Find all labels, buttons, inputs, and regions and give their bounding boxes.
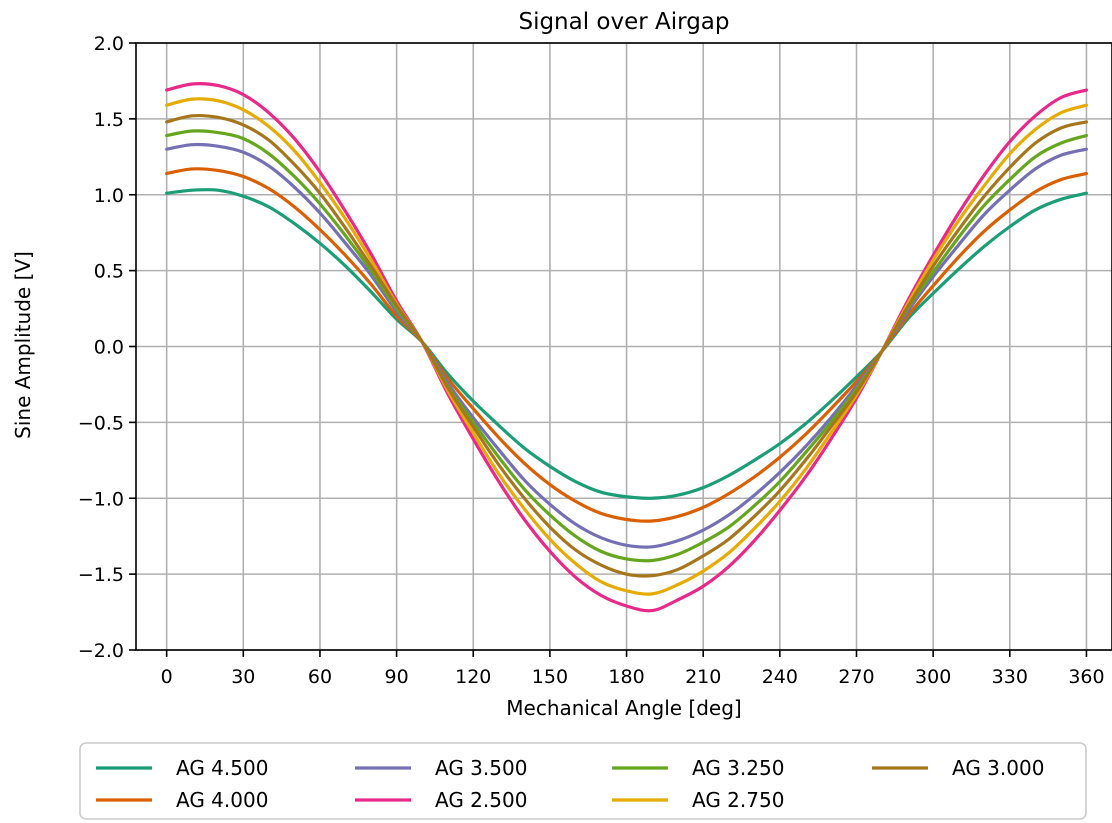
legend-item: AG 3.250: [612, 756, 784, 780]
x-tick-label: 150: [532, 666, 568, 688]
x-axis-ticks: 0 30 60 90 120 150 180 210 240 270 300 330 360: [161, 650, 1105, 688]
legend-frame: [79, 742, 1087, 820]
series-line-ag-4-000: [165, 167, 1089, 523]
legend-item: AG 2.750: [612, 788, 784, 812]
x-tick-label: 60: [308, 666, 332, 688]
legend-label: AG 4.500: [176, 756, 268, 780]
y-tick-label: 2.0: [94, 33, 124, 55]
legend-label: AG 3.500: [435, 756, 527, 780]
y-tick-label: −2.0: [78, 640, 124, 662]
y-tick-label: 1.0: [94, 185, 124, 207]
legend-item: AG 3.500: [355, 756, 527, 780]
x-tick-label: 0: [161, 666, 173, 688]
x-tick-label: 240: [762, 666, 798, 688]
series-lines: [165, 82, 1089, 613]
series-line-ag-2-750: [165, 97, 1089, 596]
y-tick-label: −1.0: [78, 488, 124, 510]
legend-label: AG 3.250: [692, 756, 784, 780]
legend-item: AG 4.500: [96, 756, 268, 780]
legend-label: AG 3.000: [952, 756, 1044, 780]
series-line-ag-3-000: [165, 113, 1089, 578]
y-tick-label: −1.5: [78, 564, 124, 586]
chart-title: Signal over Airgap: [518, 9, 729, 35]
y-tick-label: 0.0: [94, 337, 124, 359]
legend-item: AG 4.000: [96, 788, 268, 812]
x-tick-label: 270: [838, 666, 874, 688]
x-tick-label: 300: [915, 666, 951, 688]
x-tick-label: 30: [231, 666, 255, 688]
y-tick-label: 0.5: [94, 261, 124, 283]
x-tick-label: 330: [992, 666, 1028, 688]
legend: AG 4.500 AG 4.000 AG 3.500 AG 2.500 AG 3.250…: [79, 742, 1087, 820]
x-tick-label: 180: [608, 666, 644, 688]
y-axis-ticks: −2.0 −1.5 −1.0 −0.5 0.0 0.5 1.0 1.5 2.0: [78, 33, 136, 662]
legend-label: AG 4.000: [176, 788, 268, 812]
series-line-ag-4-500: [165, 188, 1089, 500]
y-axis-title: Sine Amplitude [V]: [11, 251, 35, 439]
series-line-ag-2-500: [165, 82, 1089, 613]
y-tick-label: 1.5: [94, 109, 124, 131]
x-tick-label: 360: [1068, 666, 1104, 688]
x-tick-label: 120: [455, 666, 491, 688]
legend-label: AG 2.500: [435, 788, 527, 812]
x-tick-label: 90: [385, 666, 409, 688]
legend-label: AG 2.750: [692, 788, 784, 812]
legend-item: AG 3.000: [872, 756, 1044, 780]
x-tick-label: 210: [685, 666, 721, 688]
series-line-ag-3-500: [165, 142, 1089, 549]
legend-item: AG 2.500: [355, 788, 527, 812]
series-line-ag-3-250: [165, 129, 1089, 563]
y-tick-label: −0.5: [78, 412, 124, 434]
x-axis-title: Mechanical Angle [deg]: [506, 696, 741, 720]
